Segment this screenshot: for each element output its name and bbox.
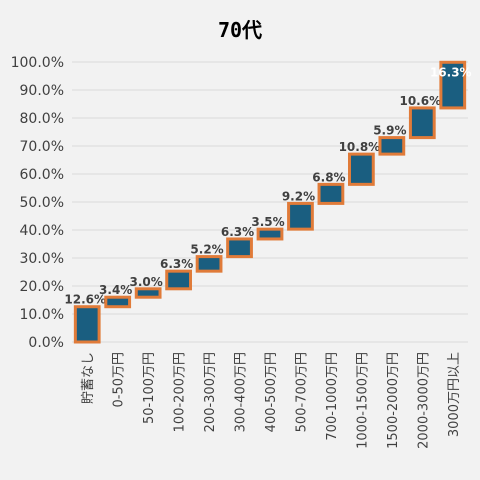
waterfall-bar xyxy=(256,227,284,241)
data-label: 9.2% xyxy=(282,189,315,203)
waterfall-bar xyxy=(195,255,223,273)
x-tick-label: 500-700万円 xyxy=(294,352,309,432)
waterfall-bar xyxy=(104,295,132,309)
y-tick-label: 0.0% xyxy=(28,335,64,351)
x-tick-label: 300-400万円 xyxy=(234,352,249,432)
data-label: 5.9% xyxy=(373,124,406,138)
waterfall-bar xyxy=(73,305,101,344)
data-label: 6.3% xyxy=(160,257,193,271)
x-tick-label: 400-500万円 xyxy=(264,352,279,432)
x-tick-label: 1000-1500万円 xyxy=(355,352,370,449)
waterfall-bar xyxy=(287,201,314,231)
y-tick-label: 10.0% xyxy=(20,307,64,323)
data-label: 6.8% xyxy=(312,170,345,184)
x-tick-label: 3000万円以上 xyxy=(447,352,462,437)
y-tick-label: 70.0% xyxy=(20,139,64,155)
waterfall-bar xyxy=(408,106,436,140)
x-tick-label: 0-50万円 xyxy=(112,352,127,408)
data-label: 5.2% xyxy=(190,243,223,257)
data-label: 3.5% xyxy=(251,215,284,229)
x-tick-label: 1500-2000万円 xyxy=(386,352,401,449)
y-tick-label: 40.0% xyxy=(20,223,64,239)
data-label: 10.8% xyxy=(339,140,381,154)
waterfall-bar xyxy=(348,152,375,186)
x-tick-label: 700-1000万円 xyxy=(325,352,340,441)
chart-title: 70代 xyxy=(217,18,263,42)
y-tick-label: 90.0% xyxy=(20,83,64,99)
data-label: 3.0% xyxy=(130,275,163,289)
y-tick-label: 80.0% xyxy=(20,111,64,127)
waterfall-bar xyxy=(317,182,345,205)
waterfall-bar xyxy=(439,60,467,110)
data-label: 6.3% xyxy=(221,225,254,239)
waterfall-bar xyxy=(134,287,162,299)
x-tick-label: 200-300万円 xyxy=(203,352,218,432)
y-tick-label: 20.0% xyxy=(20,279,64,295)
x-tick-label: 2000-3000万円 xyxy=(416,352,431,449)
data-label: 3.4% xyxy=(99,283,132,297)
x-tick-label: 50-100万円 xyxy=(142,352,157,424)
x-tick-label: 100-200万円 xyxy=(173,352,188,432)
x-tick-label: 貯蓄なし xyxy=(81,352,96,404)
y-tick-label: 60.0% xyxy=(20,167,64,183)
data-label: 12.6% xyxy=(64,293,106,307)
waterfall-bar xyxy=(165,269,192,291)
y-tick-label: 30.0% xyxy=(20,251,64,267)
data-label: 16.3% xyxy=(430,65,472,79)
waterfall-bar xyxy=(226,237,253,259)
y-tick-label: 100.0% xyxy=(11,55,64,71)
waterfall-bar xyxy=(378,136,406,156)
y-tick-label: 50.0% xyxy=(20,195,64,211)
data-label: 10.6% xyxy=(399,94,441,108)
